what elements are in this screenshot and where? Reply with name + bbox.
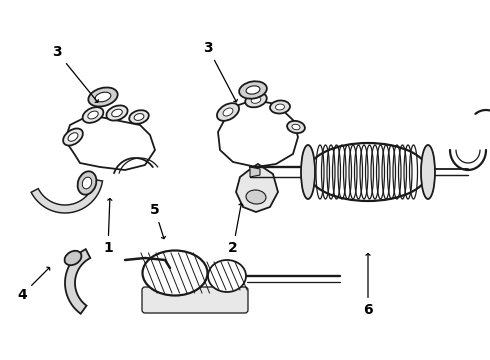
Ellipse shape xyxy=(77,171,97,195)
Polygon shape xyxy=(65,115,155,170)
Ellipse shape xyxy=(275,104,285,110)
Ellipse shape xyxy=(143,251,207,296)
Ellipse shape xyxy=(112,109,122,117)
Text: 3: 3 xyxy=(203,41,237,102)
Text: 1: 1 xyxy=(103,199,113,255)
Ellipse shape xyxy=(270,100,290,113)
Ellipse shape xyxy=(421,145,435,199)
Ellipse shape xyxy=(82,177,92,189)
Polygon shape xyxy=(65,249,90,314)
Ellipse shape xyxy=(63,129,83,145)
Text: 5: 5 xyxy=(150,203,166,239)
Ellipse shape xyxy=(65,251,81,265)
FancyBboxPatch shape xyxy=(142,287,248,313)
Ellipse shape xyxy=(95,92,111,102)
Ellipse shape xyxy=(223,108,233,116)
Polygon shape xyxy=(31,180,102,213)
Text: 4: 4 xyxy=(17,267,50,302)
Ellipse shape xyxy=(239,81,267,99)
Ellipse shape xyxy=(246,190,266,204)
Polygon shape xyxy=(218,100,298,167)
Text: 3: 3 xyxy=(52,45,98,102)
Polygon shape xyxy=(236,164,278,212)
Ellipse shape xyxy=(301,145,315,199)
Ellipse shape xyxy=(83,107,103,123)
Ellipse shape xyxy=(287,121,305,133)
Ellipse shape xyxy=(217,103,239,121)
Ellipse shape xyxy=(134,114,144,120)
Ellipse shape xyxy=(245,93,267,107)
Ellipse shape xyxy=(68,133,78,141)
Ellipse shape xyxy=(246,86,260,94)
Text: 2: 2 xyxy=(228,203,243,255)
Ellipse shape xyxy=(251,97,261,103)
Ellipse shape xyxy=(88,87,118,107)
Polygon shape xyxy=(250,167,260,177)
Text: 6: 6 xyxy=(363,253,373,317)
Ellipse shape xyxy=(308,143,428,201)
Ellipse shape xyxy=(88,111,98,119)
Ellipse shape xyxy=(129,110,149,124)
Ellipse shape xyxy=(292,124,300,130)
Ellipse shape xyxy=(106,105,127,121)
Ellipse shape xyxy=(208,260,246,292)
